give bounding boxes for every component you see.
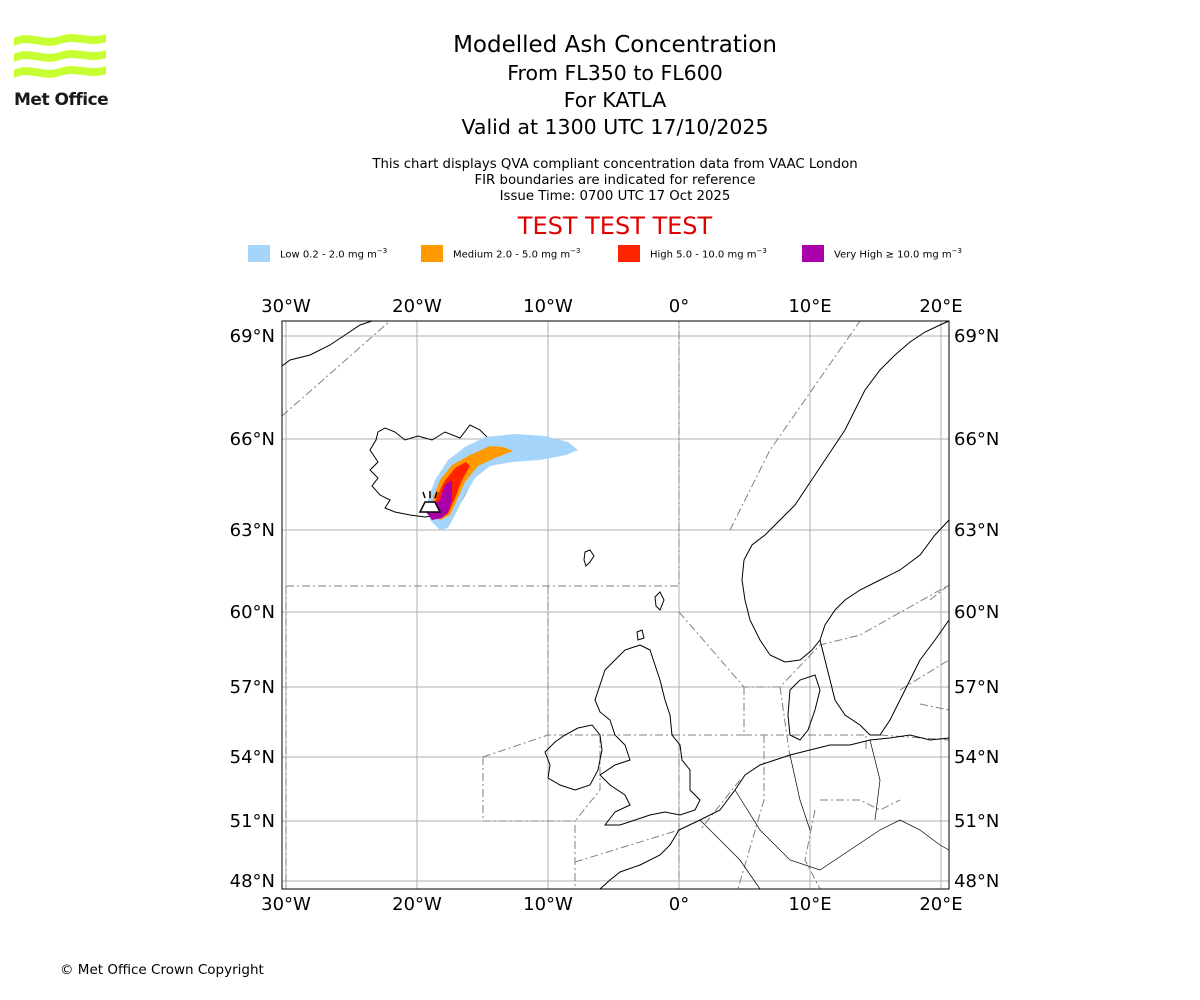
logo-text: Met Office bbox=[14, 90, 109, 110]
description-line: This chart displays QVA compliant concen… bbox=[372, 157, 858, 172]
lon-label-top: 20°E bbox=[919, 296, 962, 317]
lat-label-left: 57°N bbox=[230, 677, 275, 698]
volcano-icon bbox=[418, 491, 442, 513]
lon-label-bottom: 0° bbox=[669, 894, 689, 915]
legend-label: Low 0.2 - 2.0 mg m bbox=[280, 249, 377, 261]
volcano-name: For KATLA bbox=[563, 88, 667, 112]
graticule bbox=[282, 321, 949, 889]
chart-title: Modelled Ash Concentration bbox=[453, 32, 777, 58]
met-office-waves-icon bbox=[14, 34, 106, 78]
legend-unit-exponent: −3 bbox=[376, 247, 388, 255]
legend-label: High 5.0 - 10.0 mg m bbox=[650, 249, 757, 261]
fir-boundaries bbox=[281, 320, 950, 890]
coastlines bbox=[281, 320, 950, 890]
lat-label-right: 60°N bbox=[954, 602, 999, 623]
flight-level-range: From FL350 to FL600 bbox=[507, 61, 723, 85]
legend-unit-exponent: −3 bbox=[951, 247, 962, 255]
lon-label-bottom: 30°W bbox=[261, 894, 311, 915]
lat-label-left: 63°N bbox=[230, 520, 275, 541]
lon-label-top: 10°E bbox=[788, 296, 831, 317]
chart-subtitles: This chart displays QVA compliant concen… bbox=[315, 157, 915, 205]
chart-titles: Modelled Ash Concentration From FL350 to… bbox=[315, 30, 915, 141]
lon-label-bottom: 20°E bbox=[919, 894, 962, 915]
issue-time: Issue Time: 0700 UTC 17 Oct 2025 bbox=[499, 189, 731, 204]
legend-label: Medium 2.0 - 5.0 mg m bbox=[453, 249, 571, 261]
legend-swatch bbox=[421, 245, 443, 262]
lat-label-left: 48°N bbox=[230, 871, 275, 892]
copyright: © Met Office Crown Copyright bbox=[60, 962, 264, 978]
fir-note: FIR boundaries are indicated for referen… bbox=[474, 173, 756, 188]
lon-label-top: 10°W bbox=[523, 296, 573, 317]
lat-label-right: 63°N bbox=[954, 520, 999, 541]
lat-label-left: 51°N bbox=[230, 811, 275, 832]
legend-label: Very High ≥ 10.0 mg m bbox=[834, 249, 952, 261]
lat-label-left: 60°N bbox=[230, 602, 275, 623]
lat-label-left: 54°N bbox=[230, 747, 275, 768]
map-frame bbox=[281, 320, 950, 890]
lat-label-left: 66°N bbox=[230, 429, 275, 450]
legend-unit-exponent: −3 bbox=[756, 247, 767, 255]
lon-label-bottom: 10°E bbox=[788, 894, 831, 915]
lat-label-right: 69°N bbox=[954, 326, 999, 347]
legend-unit-exponent: −3 bbox=[570, 247, 581, 255]
legend-swatch bbox=[802, 245, 824, 262]
lat-label-right: 54°N bbox=[954, 747, 999, 768]
lon-label-top: 0° bbox=[669, 296, 689, 317]
lon-label-bottom: 10°W bbox=[523, 894, 573, 915]
legend-swatch bbox=[618, 245, 640, 262]
lon-label-top: 30°W bbox=[261, 296, 311, 317]
lat-label-right: 66°N bbox=[954, 429, 999, 450]
lat-label-right: 57°N bbox=[954, 677, 999, 698]
lon-label-top: 20°W bbox=[392, 296, 442, 317]
lat-label-right: 48°N bbox=[954, 871, 999, 892]
ash-plume bbox=[426, 434, 578, 530]
lat-label-right: 51°N bbox=[954, 811, 999, 832]
lon-label-bottom: 20°W bbox=[392, 894, 442, 915]
valid-time: Valid at 1300 UTC 17/10/2025 bbox=[461, 115, 769, 139]
met-office-logo: Met Office bbox=[14, 30, 110, 112]
test-banner: TEST TEST TEST bbox=[517, 212, 713, 240]
legend-swatch bbox=[248, 245, 270, 262]
lat-label-left: 69°N bbox=[230, 326, 275, 347]
